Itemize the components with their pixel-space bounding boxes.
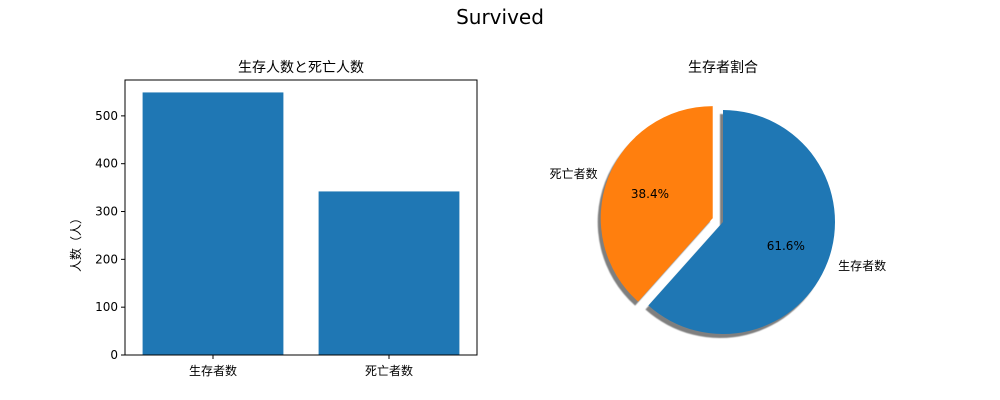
y-tick-label: 300 xyxy=(95,205,118,219)
pie-slice-0 xyxy=(648,110,836,334)
x-tick-label: 死亡者数 xyxy=(365,363,413,378)
bar-chart: 生存人数と死亡人数 人数（人） 0 100 200 300 400 500 生存者数 死亡者… xyxy=(68,60,478,378)
bar-chart-frame xyxy=(124,79,478,356)
y-tick-label: 500 xyxy=(95,109,118,123)
x-tick-label: 生存者数 xyxy=(189,363,237,378)
y-tick-label: 400 xyxy=(95,157,118,171)
y-tick-label: 0 xyxy=(110,348,118,362)
y-tick-label: 100 xyxy=(95,300,118,314)
pie-slice-label: 死亡者数 xyxy=(550,166,598,181)
pie-slice-1 xyxy=(600,106,713,302)
pie-chart-title: 生存者割合 xyxy=(688,59,758,76)
bar-chart-title: 生存人数と死亡人数 xyxy=(238,60,364,76)
pie-slice-percent: 38.4% xyxy=(631,187,669,201)
bar-1 xyxy=(318,191,460,355)
pie-slice-percent: 61.6% xyxy=(767,239,805,253)
bar-chart-ylabel: 人数（人） xyxy=(68,212,83,272)
figure-title: Survived xyxy=(456,5,544,29)
pie-slice-label: 生存者数 xyxy=(838,258,886,273)
bar-0 xyxy=(142,92,284,355)
y-tick-label: 200 xyxy=(95,252,118,266)
pie-chart: 生存者割合 生存者数 61.6% 死亡者数 38.4% xyxy=(550,59,886,338)
